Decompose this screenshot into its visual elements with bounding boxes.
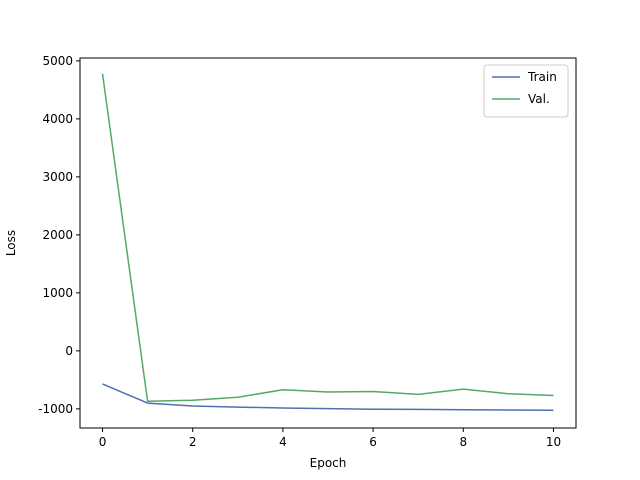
axes-frame [79,57,577,429]
y-axis: -1000 0 1000 2000 3000 4000 5000 [38,54,80,416]
plot-area [101,73,554,412]
y-tick-label: 1000 [42,286,73,300]
x-tick-label: 8 [459,435,467,449]
y-tick-label: 3000 [42,170,73,184]
y-tick-label: 0 [65,344,73,358]
y-tick-label: 2000 [42,228,73,242]
x-axis-label: Epoch [310,456,347,470]
series-line-val [101,73,554,403]
y-tick-label: 5000 [42,54,73,68]
x-axis: 0 2 4 6 8 10 [99,428,561,449]
x-tick-label: 0 [99,435,107,449]
x-tick-label: 2 [189,435,197,449]
y-axis-label: Loss [4,230,18,256]
y-tick-label: -1000 [38,402,73,416]
legend-box [483,64,569,118]
x-tick-label: 4 [279,435,287,449]
series-line-train [102,383,554,412]
legend-label: Train [527,70,557,84]
x-tick-label: 6 [369,435,377,449]
legend: Train Val. [483,64,569,118]
legend-label: Val. [528,92,550,106]
x-tick-label: 10 [546,435,561,449]
y-tick-label: 4000 [42,112,73,126]
